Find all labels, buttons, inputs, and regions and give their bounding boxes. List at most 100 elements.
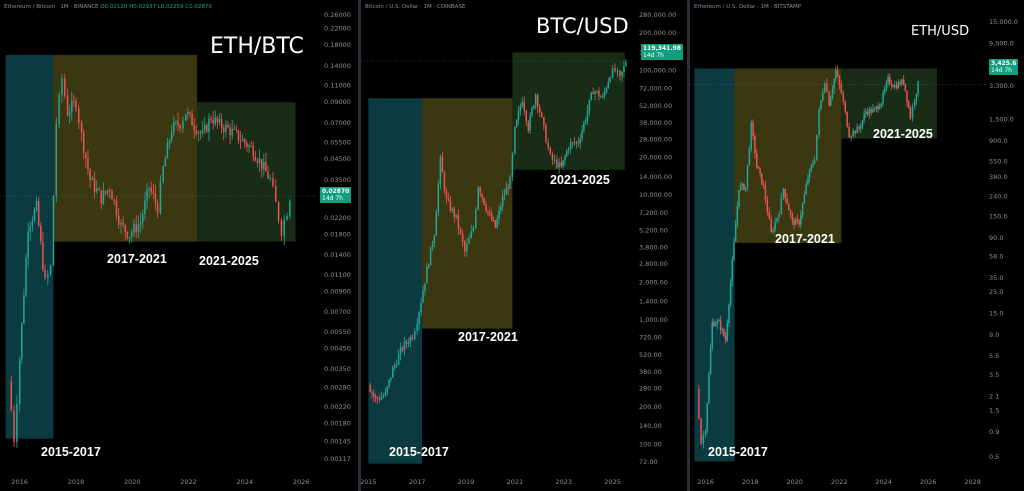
candle-body — [146, 189, 148, 201]
candle-body — [868, 109, 871, 115]
x-tick-label: 2021 — [507, 478, 524, 486]
panel-divider[interactable] — [358, 0, 361, 491]
zone-box-2017-2021 — [422, 98, 513, 329]
candle-body — [805, 184, 807, 195]
candle-body — [820, 100, 822, 110]
candle-body — [842, 93, 845, 102]
y-tick-label: 25.0 — [989, 288, 1003, 296]
candle-body — [126, 231, 129, 238]
candle-body — [91, 178, 94, 181]
chart-title: ETH/USD — [911, 24, 970, 39]
candle-body — [598, 91, 600, 97]
candle-body — [619, 70, 621, 76]
y-tick-label: 900.0 — [989, 137, 1008, 145]
candle-body — [459, 228, 462, 233]
candle-body — [179, 125, 181, 129]
candle-body — [860, 126, 862, 129]
y-tick-label: 280,000.00 — [639, 11, 676, 19]
candle-body — [545, 125, 547, 143]
candle-body — [55, 123, 58, 196]
x-tick-label: 2020 — [124, 478, 141, 486]
candle-body — [850, 135, 852, 138]
candle-body — [523, 101, 525, 112]
candle-body — [424, 283, 426, 291]
candle-body — [567, 148, 570, 151]
y-tick-label: 0.03500 — [324, 176, 351, 184]
candle-body — [888, 77, 891, 84]
y-tick-label: 520.00 — [639, 351, 662, 359]
candle-body — [212, 120, 214, 124]
x-tick-label: 2016 — [697, 478, 714, 486]
y-tick-label: 0.01800 — [324, 230, 351, 238]
candle-body — [118, 215, 120, 225]
candle-body — [49, 265, 52, 274]
candle-body — [854, 130, 856, 134]
symbol-label: Ethereum / U.S. Dollar · 1M · BITSTAMP — [694, 4, 802, 10]
x-tick-label: 2022 — [831, 478, 848, 486]
candle-body — [616, 70, 619, 72]
candle-body — [378, 398, 381, 400]
candle-body — [560, 162, 563, 167]
candle-body — [746, 165, 749, 188]
y-tick-label: 3.5 — [989, 371, 999, 379]
candle-body — [483, 197, 485, 205]
candle-body — [464, 241, 466, 252]
panel-divider[interactable] — [687, 0, 690, 491]
candle-body — [739, 185, 742, 191]
candle-body — [796, 219, 799, 221]
candle-body — [566, 150, 568, 157]
candle-body — [173, 122, 175, 133]
candle-body — [244, 139, 246, 144]
candle-body — [897, 82, 900, 89]
candle-body — [748, 148, 751, 166]
candle-body — [794, 219, 797, 226]
candle-body — [208, 118, 210, 132]
candle-body — [222, 128, 225, 133]
candle-body — [35, 201, 38, 210]
y-tick-label: 5.5 — [989, 352, 999, 360]
candle-body — [170, 132, 173, 141]
candle-body — [214, 117, 217, 124]
candle-body — [487, 210, 489, 213]
zone-box-2015-2017 — [5, 54, 54, 439]
y-tick-label: 9,000.0 — [989, 40, 1014, 48]
candle-body — [275, 186, 277, 202]
candle-body — [490, 213, 493, 221]
zone-label-2015-2017: 2015-2017 — [41, 445, 101, 459]
y-tick-label: 0.11000 — [324, 82, 351, 90]
candle-body — [122, 222, 124, 226]
candle-body — [193, 125, 195, 131]
candle-body — [768, 211, 771, 220]
candle-body — [218, 119, 221, 123]
eth-btc-panel: 0.26000 0.22000 0.18000 0.14000 0.11000 0.090… — [0, 0, 358, 491]
candle-body — [594, 91, 596, 95]
candle-body — [904, 83, 907, 91]
candle-body — [453, 208, 456, 218]
bar-countdown: 14d 7h — [322, 195, 343, 202]
candle-body — [411, 336, 414, 339]
candle-body — [822, 92, 824, 101]
candle-body — [808, 169, 811, 178]
y-tick-label: 72.00 — [639, 458, 658, 466]
candle-body — [37, 201, 40, 226]
candle-body — [603, 91, 606, 96]
candle-body — [164, 158, 167, 167]
y-tick-label: 0.18000 — [324, 41, 351, 49]
candle-body — [286, 216, 288, 220]
candle-body — [68, 112, 71, 116]
candle-body — [895, 85, 898, 89]
candle-body — [573, 142, 576, 144]
candle-body — [283, 219, 285, 236]
candle-body — [761, 173, 763, 185]
candle-body — [708, 374, 710, 404]
candle-body — [782, 188, 785, 198]
y-tick-label: 720.00 — [639, 334, 662, 342]
candle-body — [724, 336, 727, 341]
candle-body — [698, 389, 700, 419]
last-price-tag: 3,425.6 14d 7h — [989, 59, 1019, 75]
y-tick-label: 2.1 — [989, 392, 999, 400]
y-tick-label: 15.0 — [989, 310, 1003, 318]
candle-body — [386, 386, 389, 393]
candle-body — [380, 396, 383, 400]
y-tick-label: 0.04500 — [324, 155, 351, 163]
